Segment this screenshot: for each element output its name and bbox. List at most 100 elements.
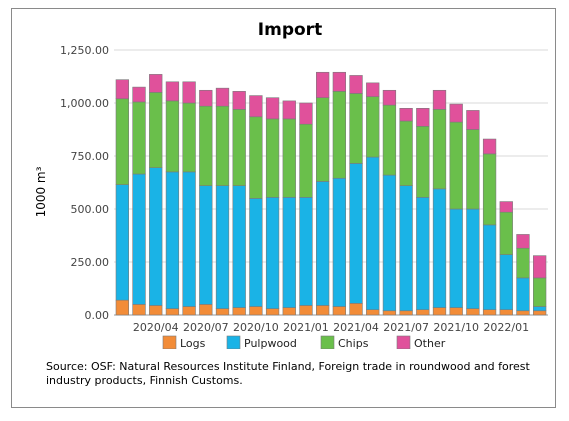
bar-chips-2020-11 (265, 118, 280, 198)
y-tick-label: 0.00 (85, 309, 110, 322)
legend-label-other[interactable]: Other (414, 337, 446, 349)
bar-other-2021-06 (382, 89, 397, 106)
bar-logs-2021-03 (332, 306, 346, 316)
bar-other-2020-04 (149, 74, 163, 93)
y-tick-label: 1,000.00 (60, 97, 109, 110)
bar-chips-2021-04 (349, 93, 363, 164)
bar-logs-2021-06 (382, 310, 397, 316)
bar-pulpwood-2021-09 (432, 188, 447, 308)
bar-other-2020-07 (199, 89, 213, 107)
bar-other-2020-06 (182, 81, 196, 104)
bar-logs-2021-05 (366, 309, 380, 316)
bar-other-2022-01 (499, 201, 513, 213)
bar-logs-2021-09 (432, 307, 447, 316)
bar-logs-2020-10 (249, 306, 263, 316)
bar-logs-2020-12 (282, 307, 296, 316)
bar-other-2021-09 (432, 89, 447, 110)
bar-chips-2021-11 (466, 129, 480, 210)
bar-logs-2021-08 (416, 309, 430, 316)
bar-chips-2020-05 (165, 100, 180, 173)
bar-pulpwood-2020-11 (265, 197, 280, 309)
bar-chips-2021-08 (416, 126, 430, 198)
x-tick-label: 2020/07 (183, 321, 229, 334)
bar-logs-2020-04 (149, 305, 163, 316)
chart-title: Import (258, 20, 322, 40)
bar-chips-2020-12 (282, 118, 296, 198)
y-tick-label: 750.00 (71, 150, 110, 163)
legend-label-chips[interactable]: Chips (338, 337, 369, 349)
bar-other-2021-11 (466, 110, 480, 130)
bar-other-2021-10 (449, 103, 463, 123)
x-tick-label: 2022/01 (483, 321, 529, 334)
bar-other-2021-05 (366, 82, 380, 97)
bar-chips-2020-06 (182, 102, 196, 173)
legend-swatch-pulpwood[interactable] (226, 335, 241, 349)
bar-other-2021-01 (299, 102, 313, 125)
legend: Logs Pulpwood Chips Other (162, 335, 446, 349)
bar-pulpwood-2022-03 (533, 306, 547, 312)
y-tick-label: 500.00 (71, 203, 110, 216)
bar-pulpwood-2020-10 (249, 198, 263, 307)
bar-chips-2020-04 (149, 92, 163, 168)
bar-logs-2020-06 (182, 306, 196, 316)
bar-other-2021-04 (349, 75, 363, 94)
bar-pulpwood-2021-07 (399, 185, 413, 312)
bar-chips-2021-03 (332, 91, 346, 179)
x-tick-label: 2021/10 (433, 321, 479, 334)
bar-other-2021-07 (399, 108, 413, 122)
x-axis-ticks: 2020/04 2020/07 2020/10 2021/01 2021/04 2021/… (133, 321, 529, 334)
bar-other-2020-12 (282, 100, 296, 120)
bar-other-2021-08 (416, 108, 430, 127)
bar-pulpwood-2021-04 (349, 163, 363, 304)
bar-pulpwood-2020-06 (182, 171, 196, 307)
x-tick-label: 2021/01 (283, 321, 329, 334)
bar-chips-2020-08 (215, 105, 230, 186)
bar-pulpwood-2020-07 (199, 185, 213, 305)
bar-logs-2020-03 (132, 304, 146, 316)
bar-pulpwood-2021-02 (316, 181, 330, 306)
chart-frame: Import 0.00 250.00 500.00 750.00 1,000.00 1,2… (11, 8, 556, 408)
y-axis-label: 1000 m³ (34, 166, 48, 217)
bar-logs-2022-01 (499, 309, 513, 316)
bar-pulpwood-2021-11 (466, 208, 480, 309)
bar-other-2021-03 (332, 71, 346, 92)
bar-chips-2022-02 (516, 247, 530, 279)
bar-chips-2020-10 (249, 116, 263, 199)
bar-logs-2022-02 (516, 310, 530, 316)
bar-other-2020-05 (165, 81, 180, 102)
bar-pulpwood-2020-08 (215, 185, 230, 309)
x-tick-label: 2021/07 (383, 321, 429, 334)
bar-logs-2021-02 (316, 305, 330, 316)
bar-chips-2020-02 (115, 98, 129, 185)
bar-logs-2020-11 (265, 308, 280, 316)
legend-label-logs[interactable]: Logs (180, 337, 206, 349)
bar-chips-2020-09 (232, 109, 246, 186)
bar-chips-2020-03 (132, 101, 146, 175)
bar-pulpwood-2021-12 (482, 224, 497, 310)
bar-other-2021-12 (482, 138, 497, 155)
bar-other-2020-10 (249, 95, 263, 118)
y-axis-ticks: 0.00 250.00 500.00 750.00 1,000.00 1,250.00 (60, 44, 109, 322)
import-chart: Import 0.00 250.00 500.00 750.00 1,000.00 1,2… (34, 20, 548, 349)
legend-swatch-logs[interactable] (162, 335, 177, 349)
bar-other-2020-11 (265, 97, 280, 120)
bar-pulpwood-2022-02 (516, 277, 530, 312)
bar-chips-2021-12 (482, 153, 497, 226)
bar-other-2020-08 (215, 87, 230, 107)
bar-logs-2021-10 (449, 307, 463, 316)
bar-chips-2021-07 (399, 120, 413, 186)
legend-label-pulpwood[interactable]: Pulpwood (244, 337, 297, 349)
bar-logs-2020-05 (165, 308, 180, 316)
legend-swatch-other[interactable] (396, 335, 411, 349)
y-tick-label: 250.00 (71, 256, 110, 269)
bar-chips-2022-01 (499, 211, 513, 255)
bar-logs-2022-03 (533, 310, 547, 316)
bar-chips-2021-09 (432, 109, 447, 190)
bar-pulpwood-2020-05 (165, 171, 180, 309)
bar-pulpwood-2021-08 (416, 197, 430, 310)
bar-chips-2021-02 (316, 97, 330, 182)
x-tick-label: 2020/04 (133, 321, 179, 334)
bar-chips-2021-10 (449, 121, 463, 210)
legend-swatch-chips[interactable] (320, 335, 335, 349)
bar-pulpwood-2021-01 (299, 197, 313, 306)
